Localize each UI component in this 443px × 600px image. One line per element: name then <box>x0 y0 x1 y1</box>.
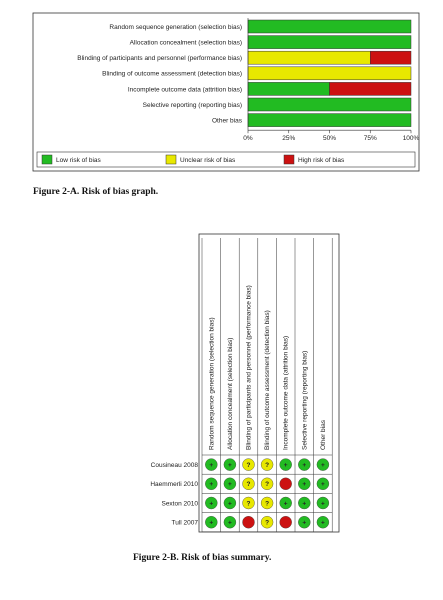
legend-swatch-low-risk-of-bias <box>41 154 53 165</box>
legend-label-unclear-risk-of-bias: Unclear risk of bias <box>180 157 236 164</box>
judgement-circle-3-7 <box>316 496 330 510</box>
judgement-symbol: + <box>209 500 213 507</box>
judgement-symbol: ? <box>265 481 269 488</box>
x-tick-label: 0% <box>243 135 253 142</box>
bar-low-risk-of-bias-7 <box>247 113 412 127</box>
judgement-circle-2-2 <box>223 477 237 490</box>
category-label-blinding-of-participants-and-personnel-performance-bias: Blinding of participants and personnel (… <box>77 55 242 62</box>
judgement-circle-4-1 <box>205 516 218 529</box>
judgement-circle-1-7 <box>316 458 330 471</box>
legend-box <box>36 151 416 168</box>
category-label-random-sequence-generation-selection-bias: Random sequence generation (selection bi… <box>109 24 242 31</box>
judgement-symbol: + <box>321 520 325 527</box>
judgement-circle-1-2 <box>223 458 237 471</box>
legend-label-low-risk-of-bias: Low risk of bias <box>56 157 102 164</box>
legend-label-high-risk-of-bias: High risk of bias <box>298 157 345 164</box>
judgement-symbol: + <box>228 520 232 527</box>
bar-high-risk-of-bias-5 <box>329 82 412 96</box>
judgement-symbol: ? <box>265 500 269 507</box>
category-label-incomplete-outcome-data-attrition-bias: Incomplete outcome data (attrition bias) <box>128 86 242 93</box>
judgement-symbol: ? <box>247 481 251 488</box>
judgement-symbol: + <box>302 500 306 507</box>
judgement-symbol: + <box>321 481 325 488</box>
column-header-blinding-of-participants-and-personnel-performance-bias: Blinding of participants and personnel (… <box>246 285 253 450</box>
summary-caption: Figure 2-B. Risk of bias summary. <box>133 553 272 563</box>
judgement-circle-2-5 <box>279 477 292 490</box>
column-header-blinding-of-outcome-assessment-detection-bias: Blinding of outcome assessment (detectio… <box>264 310 271 450</box>
x-tick-label: 50% <box>323 135 336 142</box>
judgement-circle-4-4 <box>260 516 274 529</box>
bar-low-risk-of-bias-5 <box>247 82 330 96</box>
judgement-circle-1-4 <box>260 458 274 471</box>
judgement-symbol: + <box>209 481 213 488</box>
judgement-symbol: + <box>302 462 306 469</box>
judgement-symbol: + <box>209 462 213 469</box>
column-header-allocation-concealment-selection-bias: Allocation concealment (selection bias) <box>227 338 234 450</box>
bar-high-risk-of-bias-3 <box>370 50 412 65</box>
column-header-random-sequence-generation-selection-bias: Random sequence generation (selection bi… <box>208 317 215 450</box>
legend-swatch-unclear-risk-of-bias <box>165 154 177 165</box>
bar-low-risk-of-bias-6 <box>247 97 412 112</box>
judgement-symbol: + <box>284 462 288 469</box>
column-header-incomplete-outcome-data-attrition-bias: Incomplete outcome data (attrition bias) <box>283 336 290 450</box>
study-label-cousineau-2008: Cousineau 2008 <box>151 462 199 469</box>
judgement-circle-3-2 <box>223 496 237 510</box>
judgement-circle-3-1 <box>205 496 218 510</box>
judgement-circle-4-3 <box>242 516 255 529</box>
x-tick-label: 75% <box>364 135 377 142</box>
judgement-symbol: ? <box>247 462 251 469</box>
judgement-symbol: + <box>284 500 288 507</box>
judgement-symbol: + <box>321 462 325 469</box>
bar-low-risk-of-bias-2 <box>247 35 412 49</box>
judgement-circle-2-4 <box>260 477 274 490</box>
judgement-circle-2-7 <box>316 477 330 490</box>
judgement-symbol: ? <box>265 462 269 469</box>
x-tick-label: 25% <box>282 135 295 142</box>
judgement-symbol: + <box>228 481 232 488</box>
category-label-blinding-of-outcome-assessment-detection-bias: Blinding of outcome assessment (detectio… <box>102 71 242 78</box>
legend-swatch-high-risk-of-bias <box>283 154 295 165</box>
bar-unclear-risk-of-bias-4 <box>247 66 412 81</box>
category-label-allocation-concealment-selection-bias: Allocation concealment (selection bias) <box>130 40 242 47</box>
judgement-circle-3-6 <box>298 496 311 510</box>
judgement-circle-4-2 <box>223 516 237 529</box>
judgement-circle-4-5 <box>279 516 292 529</box>
judgement-circle-4-7 <box>316 516 330 529</box>
judgement-symbol: + <box>302 520 306 527</box>
study-label-tull-2007: Tull 2007 <box>172 520 199 527</box>
study-label-haemmerli-2010: Haemmerli 2010 <box>150 481 198 488</box>
judgement-symbol: ? <box>247 500 251 507</box>
judgement-circle-3-3 <box>242 496 255 510</box>
judgement-symbol: + <box>228 500 232 507</box>
judgement-symbol: ? <box>265 520 269 527</box>
bar-low-risk-of-bias-1 <box>247 19 412 34</box>
judgement-circle-2-3 <box>242 477 255 490</box>
judgement-circle-2-1 <box>205 477 218 490</box>
graph-caption: Figure 2-A. Risk of bias graph. <box>33 187 159 197</box>
column-header-selective-reporting-reporting-bias: Selective reporting (reporting bias) <box>301 351 308 450</box>
judgement-circle-1-1 <box>205 458 218 471</box>
category-label-selective-reporting-reporting-bias: Selective reporting (reporting bias) <box>143 102 242 109</box>
category-label-other-bias: Other bias <box>212 118 243 125</box>
column-header-other-bias: Other bias <box>320 419 327 450</box>
judgement-symbol: + <box>321 500 325 507</box>
judgement-circle-4-6 <box>298 516 311 529</box>
judgement-circle-1-6 <box>298 458 311 471</box>
judgement-symbol: + <box>302 481 306 488</box>
judgement-circle-1-3 <box>242 458 255 471</box>
judgement-circle-1-5 <box>279 458 292 471</box>
judgement-symbol: + <box>209 520 213 527</box>
judgement-symbol: + <box>228 462 232 469</box>
bar-unclear-risk-of-bias-3 <box>247 50 371 65</box>
judgement-circle-2-6 <box>298 477 311 490</box>
judgement-circle-3-4 <box>260 496 274 510</box>
x-tick-label: 100% <box>403 135 420 142</box>
study-label-sexton-2010: Sexton 2010 <box>161 500 198 507</box>
judgement-circle-3-5 <box>279 496 292 510</box>
